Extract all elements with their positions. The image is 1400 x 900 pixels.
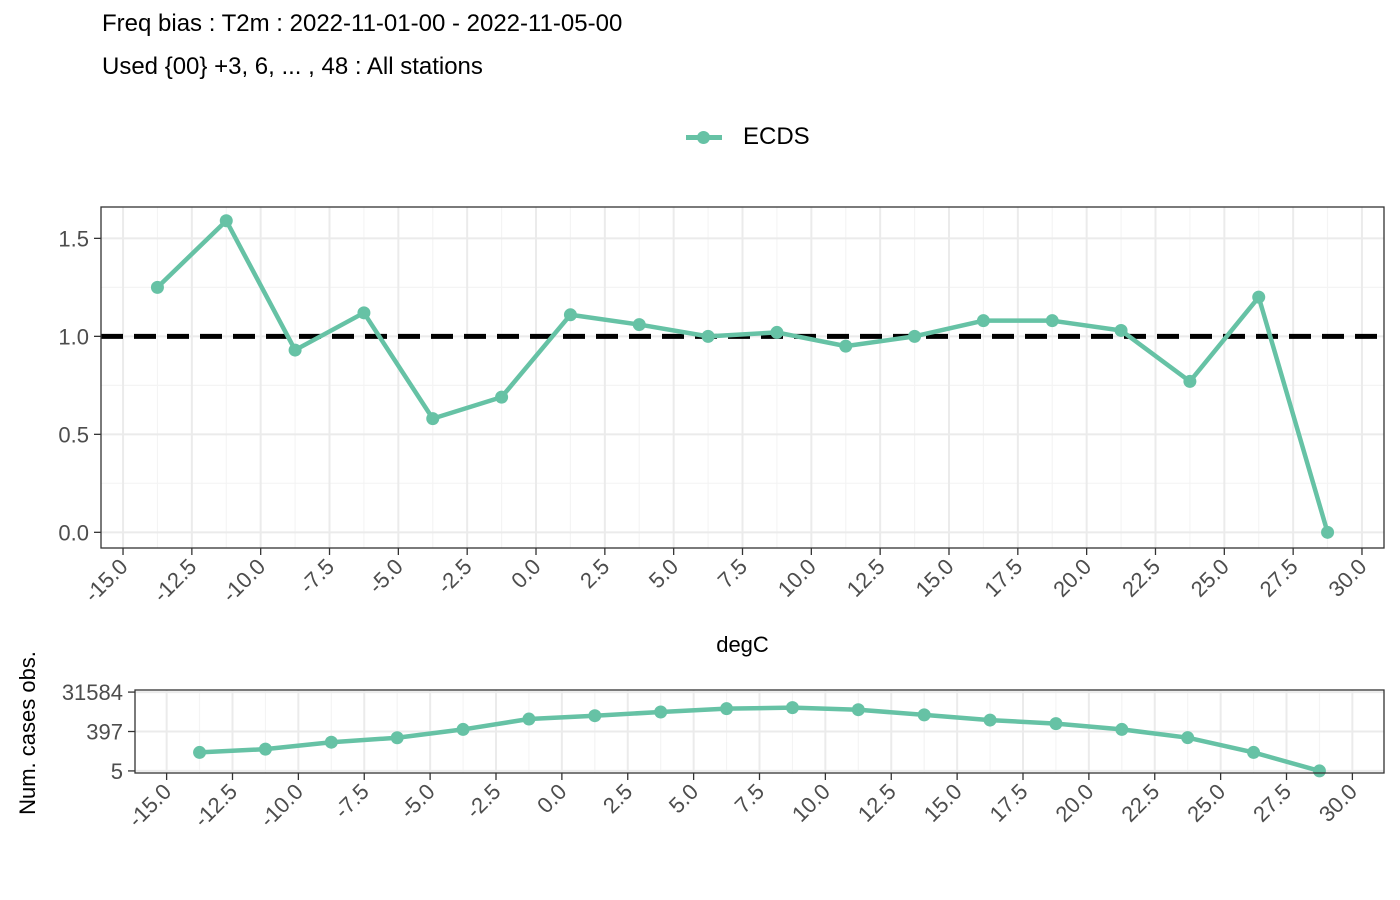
x-tick-label: 2.5 xyxy=(575,554,614,593)
data-point xyxy=(1252,290,1266,304)
x-tick-label: -2.5 xyxy=(461,779,505,823)
y-tick-label: 5 xyxy=(111,759,123,784)
x-tick-label: 27.5 xyxy=(1248,779,1296,827)
x-tick-label: 17.5 xyxy=(979,554,1027,602)
x-tick-label: 5.0 xyxy=(664,779,703,818)
y-tick-label: 31584 xyxy=(62,680,123,705)
x-tick-label: 0.0 xyxy=(506,554,545,593)
x-tick-label: 20.0 xyxy=(1050,779,1098,827)
data-point xyxy=(654,705,668,719)
data-point xyxy=(1247,745,1261,759)
data-point xyxy=(976,314,990,328)
x-tick-label: 25.0 xyxy=(1182,779,1230,827)
x-tick-label: 22.5 xyxy=(1117,554,1165,602)
data-point xyxy=(770,325,784,339)
data-point xyxy=(1115,722,1129,736)
data-point xyxy=(851,703,865,717)
x-tick-label: 5.0 xyxy=(644,554,683,593)
data-point xyxy=(150,280,164,294)
data-point xyxy=(908,329,922,343)
data-point xyxy=(1312,764,1326,778)
series-line-cases xyxy=(199,705,1321,774)
y-tick-label: 1.0 xyxy=(58,324,89,349)
x-tick-label: -7.5 xyxy=(295,554,339,598)
x-tick-label: -12.5 xyxy=(148,554,201,607)
data-point xyxy=(258,742,272,756)
x-tick-label: -12.5 xyxy=(189,779,242,832)
data-point xyxy=(1321,525,1335,539)
chart-title: Freq bias : T2m : 2022-11-01-00 - 2022-1… xyxy=(102,10,623,37)
x-tick-label: -7.5 xyxy=(329,779,373,823)
data-point xyxy=(785,701,799,715)
x-tick-label: 10.0 xyxy=(773,554,821,602)
data-point xyxy=(357,306,371,320)
data-point xyxy=(522,712,536,726)
data-point xyxy=(1114,323,1128,337)
x-axis-title: degC xyxy=(716,632,769,657)
series-line-ecds xyxy=(155,218,1330,533)
data-point xyxy=(1183,374,1197,388)
x-tick-label: 20.0 xyxy=(1048,554,1096,602)
x-tick-label: 10.0 xyxy=(787,779,835,827)
x-tick-label: 22.5 xyxy=(1116,779,1164,827)
data-point xyxy=(1045,314,1059,328)
legend-key-ecds xyxy=(684,122,724,152)
y-tick-label: 1.5 xyxy=(58,226,89,251)
data-point xyxy=(324,735,338,749)
x-tick-label: 25.0 xyxy=(1186,554,1234,602)
x-tick-label: 15.0 xyxy=(911,554,959,602)
legend-label-ecds: ECDS xyxy=(743,123,810,150)
x-tick-label: -10.0 xyxy=(217,554,270,607)
data-point xyxy=(917,708,931,722)
data-point xyxy=(288,343,302,357)
data-point xyxy=(839,339,853,353)
y-axis-title: Num. cases obs. xyxy=(15,651,40,815)
y-tick-label: 0.5 xyxy=(58,422,89,447)
legend: ECDS xyxy=(684,122,810,152)
x-tick-label: -15.0 xyxy=(79,554,132,607)
y-tick-label: 0.0 xyxy=(58,520,89,545)
data-point xyxy=(701,329,715,343)
x-tick-label: -5.0 xyxy=(363,554,407,598)
x-tick-label: 7.5 xyxy=(713,554,752,593)
x-tick-label: 30.0 xyxy=(1324,554,1372,602)
x-tick-label: -5.0 xyxy=(395,779,439,823)
x-tick-label: -2.5 xyxy=(432,554,476,598)
data-point xyxy=(632,318,646,332)
x-tick-label: -10.0 xyxy=(255,779,308,832)
x-tick-label: 12.5 xyxy=(853,779,901,827)
data-point xyxy=(720,702,734,716)
x-tick-label: 2.5 xyxy=(598,779,637,818)
data-point xyxy=(219,214,233,228)
y-tick-label: 397 xyxy=(86,720,123,745)
x-tick-label: 15.0 xyxy=(919,779,967,827)
data-point xyxy=(456,722,470,736)
data-point xyxy=(588,709,602,723)
data-point xyxy=(1181,731,1195,745)
x-tick-label: 12.5 xyxy=(842,554,890,602)
x-tick-label: -15.0 xyxy=(123,779,176,832)
x-tick-label: 27.5 xyxy=(1255,554,1303,602)
x-tick-label: 0.0 xyxy=(532,779,571,818)
data-point xyxy=(193,745,207,759)
chart-subtitle: Used {00} +3, 6, ... , 48 : All stations xyxy=(102,53,483,80)
data-point xyxy=(390,731,404,745)
x-tick-label: 17.5 xyxy=(985,779,1033,827)
data-point xyxy=(426,412,440,426)
data-point xyxy=(563,308,577,322)
x-tick-label: 30.0 xyxy=(1314,779,1362,827)
x-tick-label: 7.5 xyxy=(730,779,769,818)
data-point xyxy=(983,713,997,727)
data-point xyxy=(495,390,509,404)
data-point xyxy=(1049,717,1063,731)
